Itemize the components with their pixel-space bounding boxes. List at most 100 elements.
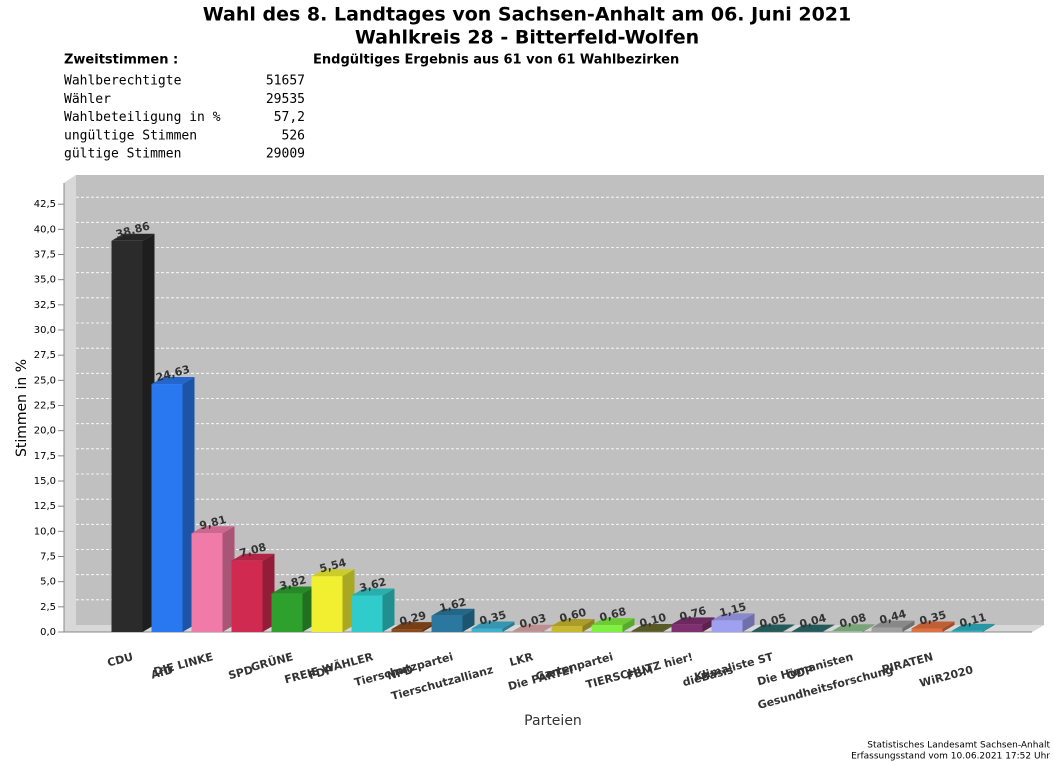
bar [231, 560, 263, 632]
x-tick-label: PIRATEN [880, 650, 934, 676]
footer: Erfassungsstand vom 10.06.2021 17:52 Uhr [851, 752, 1050, 762]
bar [311, 576, 343, 632]
bar [631, 630, 663, 632]
bar-side [462, 608, 475, 632]
bar [711, 620, 743, 632]
y-tick-label: 32,5 [34, 300, 56, 311]
left-wall [64, 175, 76, 632]
x-tick-label: SPD [227, 663, 255, 682]
bar [191, 533, 223, 632]
bar [111, 240, 143, 632]
chart-subtitle: Wahlkreis 28 - Bitterfeld-Wolfen [355, 27, 699, 49]
bar [351, 595, 383, 632]
bar-side [622, 618, 635, 632]
bar-top [631, 623, 675, 631]
info-value: 57,2 [274, 110, 305, 125]
x-tick-label: ÖDP [785, 662, 814, 682]
bar [751, 631, 783, 632]
bar [151, 384, 183, 632]
x-tick-label: FDP [307, 663, 334, 682]
y-tick-label: 10,0 [34, 526, 56, 537]
x-tick-label: AfD [150, 663, 175, 681]
bar-top [351, 588, 395, 596]
info-label: gültige Stimmen [64, 147, 181, 162]
info-label: Wahlbeteiligung in % [64, 110, 221, 125]
bar-top [831, 624, 875, 632]
bar-top [511, 624, 555, 632]
bar-side [902, 620, 915, 632]
bar-top [911, 621, 955, 629]
info-label: Wahlberechtigte [64, 74, 182, 89]
footer: Statistisches Landesamt Sachsen-Anhalt [867, 741, 1050, 751]
x-tick-label: WiR2020 [918, 663, 975, 690]
y-tick-label: 12,5 [34, 501, 56, 512]
info-label: Wähler [64, 92, 111, 107]
bar-side [782, 624, 795, 632]
chart-title: Wahl des 8. Landtages von Sachsen-Anhalt… [203, 4, 852, 26]
y-tick-label: 15,0 [34, 476, 56, 487]
x-tick-label: LKR [508, 650, 535, 669]
y-tick-label: 17,5 [34, 451, 56, 462]
x-tick-label: DIE LINKE [152, 650, 214, 678]
bar-top [231, 553, 275, 561]
y-tick-label: 25,0 [34, 375, 56, 386]
bar-top [751, 624, 795, 632]
bar-side [822, 624, 835, 632]
bar [831, 631, 863, 632]
bar-top [671, 617, 715, 625]
info-value: 29009 [266, 147, 305, 162]
info-label: ungültige Stimmen [64, 128, 197, 143]
y-tick-label: 35,0 [34, 275, 56, 286]
bar-side [382, 588, 395, 632]
bar-top [711, 613, 755, 621]
bar-top [271, 586, 315, 594]
y-tick-label: 5,0 [40, 577, 56, 588]
bar-top [431, 608, 475, 616]
bar-top [151, 377, 195, 385]
bar-side [862, 624, 875, 632]
y-tick-label: 37,5 [34, 250, 56, 261]
bar-side [742, 613, 755, 632]
x-axis-label: Parteien [524, 713, 582, 729]
info-value: 29535 [266, 92, 305, 107]
result-note: Endgültiges Ergebnis aus 61 von 61 Wahlb… [313, 53, 679, 68]
bar-top [791, 624, 835, 632]
bar-top [591, 618, 635, 626]
y-tick-label: 0,0 [40, 627, 56, 638]
bar-top [951, 623, 995, 631]
y-tick-label: 42,5 [34, 199, 56, 210]
y-tick-label: 22,5 [34, 401, 56, 412]
bar-top [871, 620, 915, 628]
bar-side [982, 623, 995, 632]
bar-top [391, 622, 435, 630]
info-value: 526 [282, 128, 305, 143]
bar [871, 627, 903, 632]
bar-side [942, 621, 955, 632]
y-tick-label: 27,5 [34, 350, 56, 361]
info-header: Zweitstimmen : [64, 53, 178, 68]
x-tick-label: GRÜNE [249, 649, 294, 674]
y-tick-label: 2,5 [40, 602, 56, 613]
y-tick-label: 20,0 [34, 426, 56, 437]
bar [471, 628, 503, 632]
bar [431, 615, 463, 632]
x-tick-label: CDU [106, 650, 135, 669]
bar [591, 625, 623, 632]
bar-top [191, 526, 235, 534]
info-value: 51657 [266, 74, 305, 89]
y-tick-label: 7,5 [40, 552, 56, 563]
y-tick-label: 30,0 [34, 325, 56, 336]
bar-top [111, 233, 155, 241]
bar-side [502, 621, 515, 632]
bar [391, 629, 423, 632]
bar [551, 625, 583, 632]
y-tick-label: 40,0 [34, 224, 56, 235]
bar-top [551, 618, 595, 626]
bar [671, 624, 703, 632]
bar [271, 593, 303, 632]
y-axis-label: Stimmen in % [14, 359, 30, 457]
bar [951, 630, 983, 632]
bar-top [311, 569, 355, 577]
bar [911, 628, 943, 632]
bar-side [582, 618, 595, 632]
